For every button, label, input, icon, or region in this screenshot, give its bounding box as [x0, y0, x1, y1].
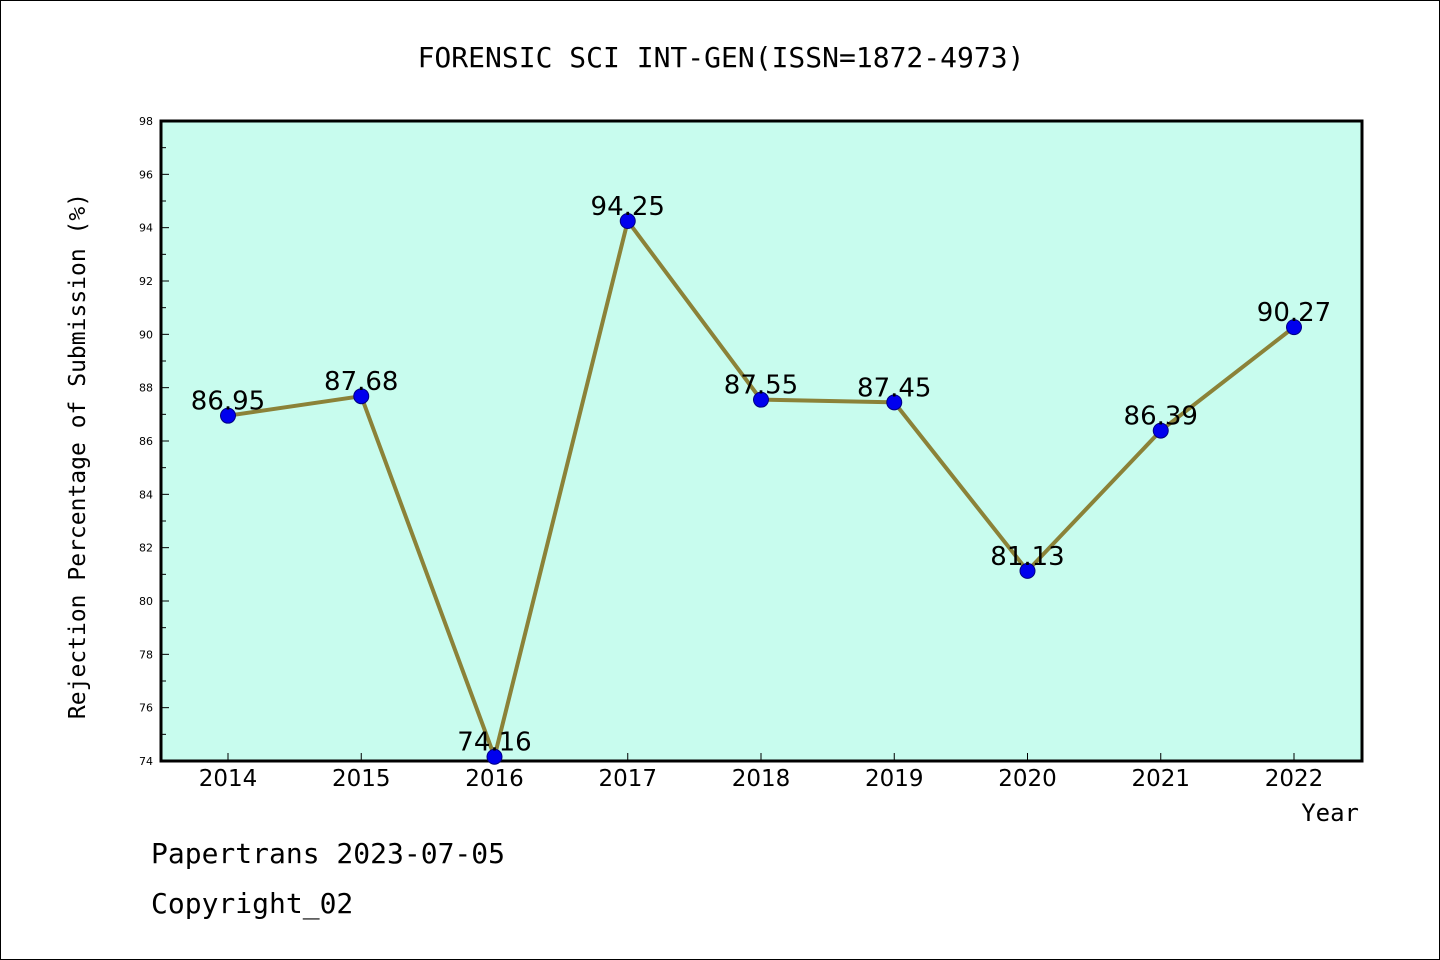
chart-title: FORENSIC SCI INT-GEN(ISSN=1872-4973) — [418, 41, 1025, 74]
y-tick-label: 96 — [139, 168, 153, 181]
data-value-label: 87.68 — [324, 367, 398, 397]
data-value-label: 94.25 — [591, 192, 665, 222]
data-point-marker — [1286, 319, 1302, 336]
y-tick-label: 76 — [139, 702, 153, 715]
y-tick-label: 82 — [139, 542, 153, 555]
data-point-marker — [1019, 562, 1036, 579]
data-value-label: 86.39 — [1124, 402, 1198, 432]
x-tick-label: 2020 — [998, 766, 1057, 792]
y-tick-label: 80 — [139, 595, 153, 608]
x-tick-label: 2019 — [865, 766, 924, 792]
data-point-marker — [486, 748, 503, 765]
x-tick-label: 2022 — [1265, 766, 1324, 792]
data-point-marker — [619, 213, 636, 229]
y-tick-label: 88 — [139, 382, 153, 395]
x-axis-label: Year — [1301, 799, 1359, 827]
data-value-label: 90.27 — [1257, 298, 1331, 328]
y-tick-label: 92 — [139, 275, 153, 288]
y-tick-label: 94 — [139, 222, 153, 235]
x-tick-label: 2014 — [199, 766, 258, 792]
y-axis-label: Rejection Percentage of Submission (%) — [65, 193, 91, 719]
data-point-marker — [886, 394, 903, 411]
y-tick-label: 98 — [139, 115, 153, 128]
data-value-label: 74.16 — [457, 728, 531, 758]
data-value-label: 81.13 — [990, 542, 1064, 572]
data-value-label: 87.55 — [724, 371, 798, 401]
footer-copyright-text: Copyright_02 — [151, 887, 354, 920]
y-axis-ticks: 74 76 78 80 82 84 86 88 90 92 94 96 98 — [139, 115, 169, 768]
y-tick-label: 84 — [139, 488, 153, 501]
data-value-label: 86.95 — [191, 387, 265, 417]
x-tick-label: 2015 — [332, 766, 391, 792]
x-tick-label: 2018 — [732, 766, 791, 792]
data-value-label: 87.45 — [857, 373, 931, 403]
x-tick-label: 2017 — [598, 766, 657, 792]
footer-date-text: Papertrans 2023-07-05 — [151, 837, 506, 870]
y-tick-label: 90 — [139, 328, 153, 341]
data-labels: 86.95 87.68 74.16 94.25 87.55 87.45 81.13 86.39… — [191, 192, 1331, 758]
plot-area — [159, 119, 1364, 763]
x-tick-label: 2021 — [1131, 766, 1190, 792]
data-markers — [220, 213, 1302, 765]
data-point-marker — [1152, 422, 1169, 439]
y-tick-label: 86 — [139, 435, 153, 448]
data-point-marker — [220, 407, 236, 424]
data-point-marker — [353, 388, 370, 405]
y-tick-label: 78 — [139, 648, 153, 661]
x-axis-ticks: 2014 2015 2016 2017 2018 2019 2020 2021 2022 — [199, 753, 1324, 792]
y-tick-label: 74 — [139, 755, 153, 768]
data-point-marker — [753, 391, 769, 408]
x-tick-label: 2016 — [465, 766, 524, 792]
